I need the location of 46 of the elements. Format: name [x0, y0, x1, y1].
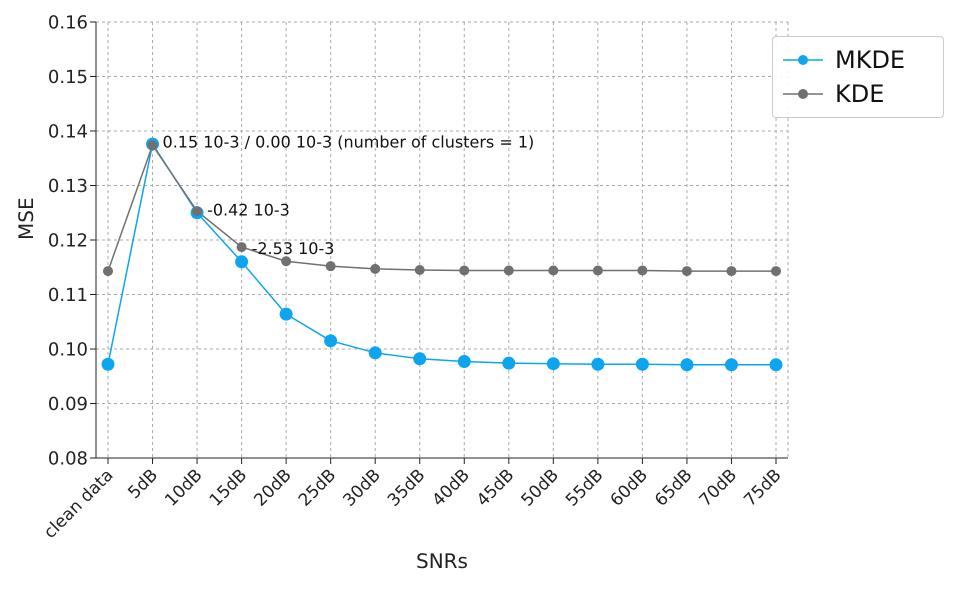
y-tick-label: 0.15 [48, 66, 88, 88]
annotation: -0.42 10-3 [207, 200, 290, 220]
point [770, 358, 782, 372]
point [459, 266, 470, 276]
point [413, 352, 426, 366]
point [324, 334, 338, 348]
point [281, 256, 292, 266]
point [548, 266, 558, 276]
point [370, 264, 380, 274]
y-tick-label: 0.16 [48, 12, 88, 34]
point [724, 358, 738, 372]
y-axis-title: MSE [14, 197, 38, 240]
point [148, 140, 158, 150]
point [414, 264, 425, 275]
y-tick-label: 0.14 [48, 121, 88, 142]
point [102, 358, 114, 371]
y-tick-label: 0.10 [48, 339, 88, 360]
point [682, 266, 692, 276]
y-tick-label: 0.08 [48, 448, 88, 470]
point [326, 261, 336, 272]
legend-label: KDE [835, 79, 884, 110]
point [591, 358, 604, 371]
point [235, 255, 248, 268]
point [726, 266, 736, 276]
x-axis-title: SNRs [416, 549, 468, 573]
annotation: -2.53 10-3 [252, 238, 334, 258]
annotation: 0.15 10-3 / 0.00 10-3 (number of clusters = 1) [162, 132, 534, 152]
point [502, 356, 516, 370]
legend-label: MKDE [835, 45, 906, 76]
point [680, 358, 694, 372]
point [546, 357, 560, 370]
point [592, 266, 603, 276]
y-tick-label: 0.13 [48, 176, 88, 197]
point [771, 266, 781, 276]
point [636, 358, 649, 371]
point [637, 266, 648, 276]
point [192, 206, 202, 216]
point [280, 308, 293, 321]
y-tick-label: 0.09 [48, 394, 88, 415]
point [368, 346, 382, 360]
point [458, 355, 471, 368]
point [103, 266, 113, 276]
y-tick-label: 0.12 [48, 230, 88, 252]
y-tick-label: 0.11 [48, 284, 88, 306]
point [236, 242, 247, 252]
point [504, 266, 514, 276]
